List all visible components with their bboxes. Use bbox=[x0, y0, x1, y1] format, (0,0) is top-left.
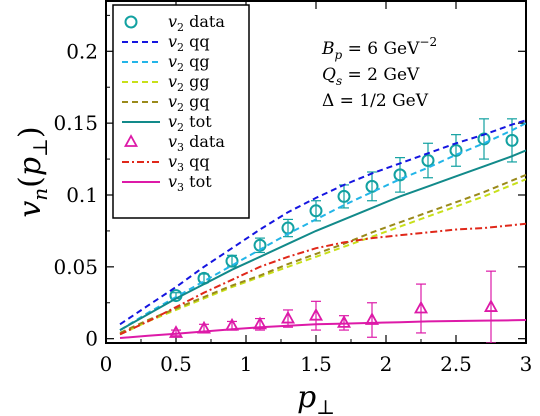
x-tick-label: 3 bbox=[520, 352, 533, 376]
y-tick-label: 0 bbox=[85, 327, 98, 351]
series-line-v3-qq bbox=[119, 222, 526, 336]
legend-label-v3-data: v3 data bbox=[168, 132, 225, 154]
legend-label-v3-tot: v3 tot bbox=[168, 172, 212, 194]
legend-swatch-v2-data bbox=[124, 15, 138, 29]
x-axis-label-main: p bbox=[297, 380, 316, 415]
annotation-qs: Qs = 2 GeV bbox=[322, 65, 420, 88]
y-axis-label-sub: n bbox=[28, 188, 52, 201]
data-point-v2-data bbox=[477, 132, 491, 146]
x-axis-label: p⊥ bbox=[297, 380, 335, 416]
y-axis-label-p: p bbox=[13, 157, 48, 176]
data-point-v3-data bbox=[308, 307, 324, 321]
legend-label-v2-tot: v2 tot bbox=[168, 112, 212, 134]
series-layer bbox=[119, 118, 526, 343]
y-tick-label: 0.2 bbox=[66, 39, 98, 63]
series-line-v2-qq bbox=[119, 119, 526, 326]
x-tick-label: 0.5 bbox=[160, 352, 192, 376]
series-line-v3-tot bbox=[119, 319, 526, 339]
series-line-v2-gg bbox=[119, 178, 526, 336]
data-point-v3-data bbox=[364, 312, 380, 325]
data-point-v3-data bbox=[336, 315, 352, 328]
data-point-v2-data bbox=[505, 133, 519, 147]
data-point-v2-data bbox=[393, 168, 407, 182]
y-axis-label-v: v bbox=[13, 201, 48, 218]
data-point-v2-data bbox=[225, 254, 239, 268]
data-point-v2-data bbox=[337, 189, 351, 203]
y-tick-label: 0.05 bbox=[53, 255, 98, 279]
series-clip-group bbox=[119, 118, 526, 343]
legend-label-v2-gg: v2 gg bbox=[168, 72, 210, 94]
data-point-v2-data bbox=[421, 154, 435, 168]
y-axis-label-open: ( bbox=[13, 176, 48, 188]
y-tick-label: 0.15 bbox=[53, 111, 98, 135]
legend-label-v2-qg: v2 qg bbox=[168, 52, 210, 74]
x-tick-label: 2 bbox=[380, 352, 393, 376]
data-point-v2-data bbox=[253, 238, 267, 252]
x-tick-label: 2.5 bbox=[440, 352, 472, 376]
y-axis-label-close: ) bbox=[13, 126, 48, 138]
x-tick-label: 1 bbox=[240, 352, 253, 376]
y-axis-label-perp: ⊥ bbox=[28, 138, 52, 157]
legend-label-v2-data: v2 data bbox=[168, 12, 225, 34]
legend-label-v3-qq: v3 qq bbox=[168, 152, 210, 174]
series-line-v2-qg bbox=[119, 122, 526, 331]
x-axis-label-sub: ⊥ bbox=[316, 395, 335, 416]
x-tick-label: 0 bbox=[100, 352, 113, 376]
data-point-v3-data bbox=[483, 299, 499, 312]
axis-ticks: 0 0.5 1 1.5 2 2.5 3 0 0.05 0.1 0.15 0.2 bbox=[53, 1, 532, 376]
parameter-annotations: Bp = 6 GeV−2 Qs = 2 GeV Δ = 1/2 GeV bbox=[321, 35, 437, 111]
x-tick-label: 1.5 bbox=[300, 352, 332, 376]
data-point-v3-data bbox=[413, 300, 429, 314]
annotation-delta: Δ = 1/2 GeV bbox=[322, 91, 429, 111]
y-tick-label: 0.1 bbox=[66, 183, 98, 207]
data-point-v3-data bbox=[252, 316, 268, 330]
data-point-v3-data bbox=[196, 320, 212, 334]
legend-swatch-v3-data bbox=[123, 134, 139, 147]
data-point-v3-data bbox=[280, 310, 296, 324]
data-point-v2-data bbox=[309, 204, 323, 218]
series-line-v2-tot bbox=[119, 149, 526, 331]
legend-label-v2-gq: v2 gq bbox=[168, 92, 210, 114]
legend-label-v2-qq: v2 qq bbox=[168, 32, 210, 54]
annotation-bp: Bp = 6 GeV−2 bbox=[321, 35, 437, 62]
y-axis-label: vn(p⊥) bbox=[13, 126, 52, 217]
data-point-v2-data bbox=[365, 179, 379, 193]
data-point-v3-data bbox=[168, 325, 184, 338]
data-point-v2-data bbox=[449, 143, 463, 157]
series-line-v2-gq bbox=[119, 173, 526, 334]
